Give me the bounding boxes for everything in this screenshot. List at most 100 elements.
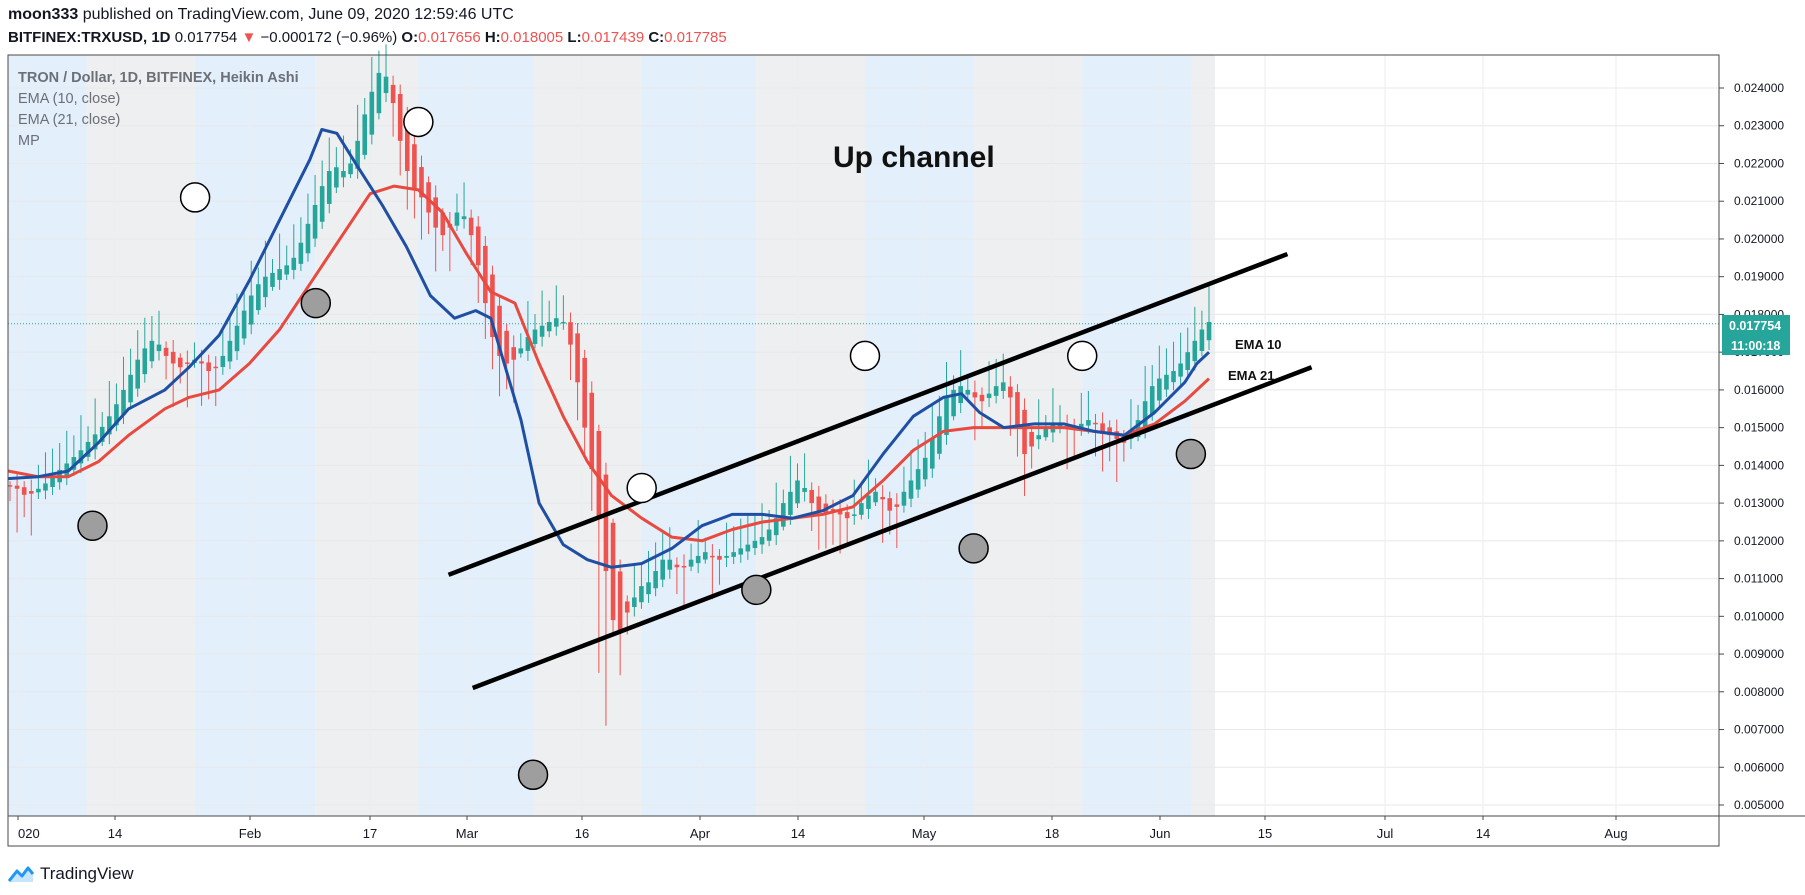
- y-tick-label: 0.010000: [1734, 609, 1784, 623]
- y-tick-label: 0.019000: [1734, 270, 1784, 284]
- x-tick-label: 17: [363, 826, 377, 841]
- y-tick-label: 0.015000: [1734, 421, 1784, 435]
- candle: [14, 473, 20, 533]
- candle: [256, 267, 261, 315]
- candle: [589, 381, 595, 511]
- candle-body: [1093, 422, 1098, 425]
- candle-body: [1000, 382, 1006, 391]
- y-tick-label: 0.011000: [1734, 572, 1783, 586]
- candle-body: [1178, 363, 1183, 377]
- candle-body: [369, 91, 375, 135]
- candle: [142, 317, 148, 383]
- candle-body: [433, 197, 438, 228]
- price-change: −0.000172 (−0.96%): [260, 29, 398, 46]
- shade-band-4: [418, 55, 534, 816]
- candle: [1164, 348, 1169, 397]
- candle-body: [1036, 435, 1042, 440]
- swing-low-marker: [741, 574, 772, 606]
- candle: [334, 147, 339, 194]
- candle: [915, 439, 921, 498]
- candle-body: [695, 555, 701, 564]
- candle-body: [1206, 321, 1212, 341]
- candle: [241, 288, 247, 345]
- tradingview-brand[interactable]: TradingView: [8, 863, 134, 885]
- candle-body: [752, 540, 758, 549]
- candle-body: [866, 495, 871, 509]
- candle-body: [624, 601, 630, 613]
- candle-body: [1192, 340, 1198, 362]
- price-axis[interactable]: 0.024000 0.023000 0.022000 0.021000 0.020000…: [1719, 81, 1784, 812]
- candle-body: [43, 483, 48, 491]
- candle: [36, 464, 41, 499]
- candle: [284, 245, 289, 281]
- candle-body: [99, 426, 105, 442]
- candle-body: [951, 389, 956, 417]
- candle: [873, 478, 878, 507]
- swing-high-marker: [403, 106, 434, 138]
- candle-body: [334, 167, 339, 188]
- candle: [1149, 365, 1155, 421]
- candle-body: [412, 144, 417, 190]
- candle-body: [993, 386, 999, 396]
- swing-low-marker: [517, 759, 549, 791]
- candle: [660, 532, 666, 588]
- candle: [504, 323, 509, 390]
- candle-body: [582, 357, 587, 428]
- candle: [21, 481, 27, 518]
- candle: [809, 482, 814, 532]
- x-tick-label: Jun: [1150, 826, 1171, 841]
- candle: [390, 75, 396, 137]
- chart-grid: [8, 55, 1719, 816]
- time-axis[interactable]: 020 14 Feb 17 Mar 16 Apr 14 May 18 Jun 15 Jul 14 Aug: [17, 816, 1628, 841]
- candle-body: [894, 504, 900, 507]
- x-tick-label: Jul: [1377, 826, 1394, 841]
- author-name[interactable]: moon333: [8, 6, 79, 23]
- candle-body: [1015, 392, 1020, 428]
- tradingview-logo-icon: [8, 866, 34, 882]
- candle-body: [397, 93, 403, 141]
- candle: [248, 260, 254, 335]
- candle: [837, 499, 843, 554]
- candle-body: [1086, 420, 1091, 426]
- candle: [610, 518, 616, 636]
- ema10-label: EMA 10: [1235, 337, 1281, 352]
- candle: [632, 563, 637, 617]
- candle-body: [468, 217, 474, 236]
- candle: [220, 327, 226, 375]
- swing-low-marker: [958, 533, 989, 564]
- y-tick-label: 0.014000: [1734, 458, 1784, 472]
- candle-body: [688, 559, 694, 567]
- candle: [922, 431, 928, 487]
- candle-body: [788, 491, 793, 515]
- x-tick-label: 020: [18, 826, 40, 841]
- candle: [483, 236, 488, 339]
- candle-body: [532, 329, 538, 344]
- candle-body: [263, 276, 268, 298]
- candle-body: [632, 597, 637, 607]
- candle-body: [930, 438, 935, 469]
- candle-body: [809, 489, 814, 504]
- candle-body: [873, 491, 878, 503]
- candle: [1199, 310, 1205, 357]
- candle-body: [773, 518, 779, 536]
- indicator-layer: [7, 128, 1313, 691]
- candle-body: [362, 114, 368, 155]
- candle-body: [922, 457, 928, 480]
- candle-body: [156, 344, 162, 352]
- y-tick-label: 0.020000: [1734, 232, 1784, 246]
- candle: [546, 300, 552, 338]
- candle: [1157, 345, 1162, 410]
- candle-body: [745, 544, 751, 552]
- candle: [213, 356, 219, 407]
- bar-countdown: 11:00:18: [1731, 339, 1780, 353]
- candle: [525, 301, 531, 361]
- y-tick-label: 0.006000: [1734, 760, 1784, 774]
- candle: [319, 160, 325, 229]
- open-value: 0.017656: [418, 29, 481, 46]
- candle-body: [149, 340, 155, 362]
- candle: [419, 155, 424, 240]
- open-label: O:: [401, 29, 419, 46]
- y-tick-label: 0.005000: [1734, 798, 1784, 812]
- candle-body: [880, 497, 885, 500]
